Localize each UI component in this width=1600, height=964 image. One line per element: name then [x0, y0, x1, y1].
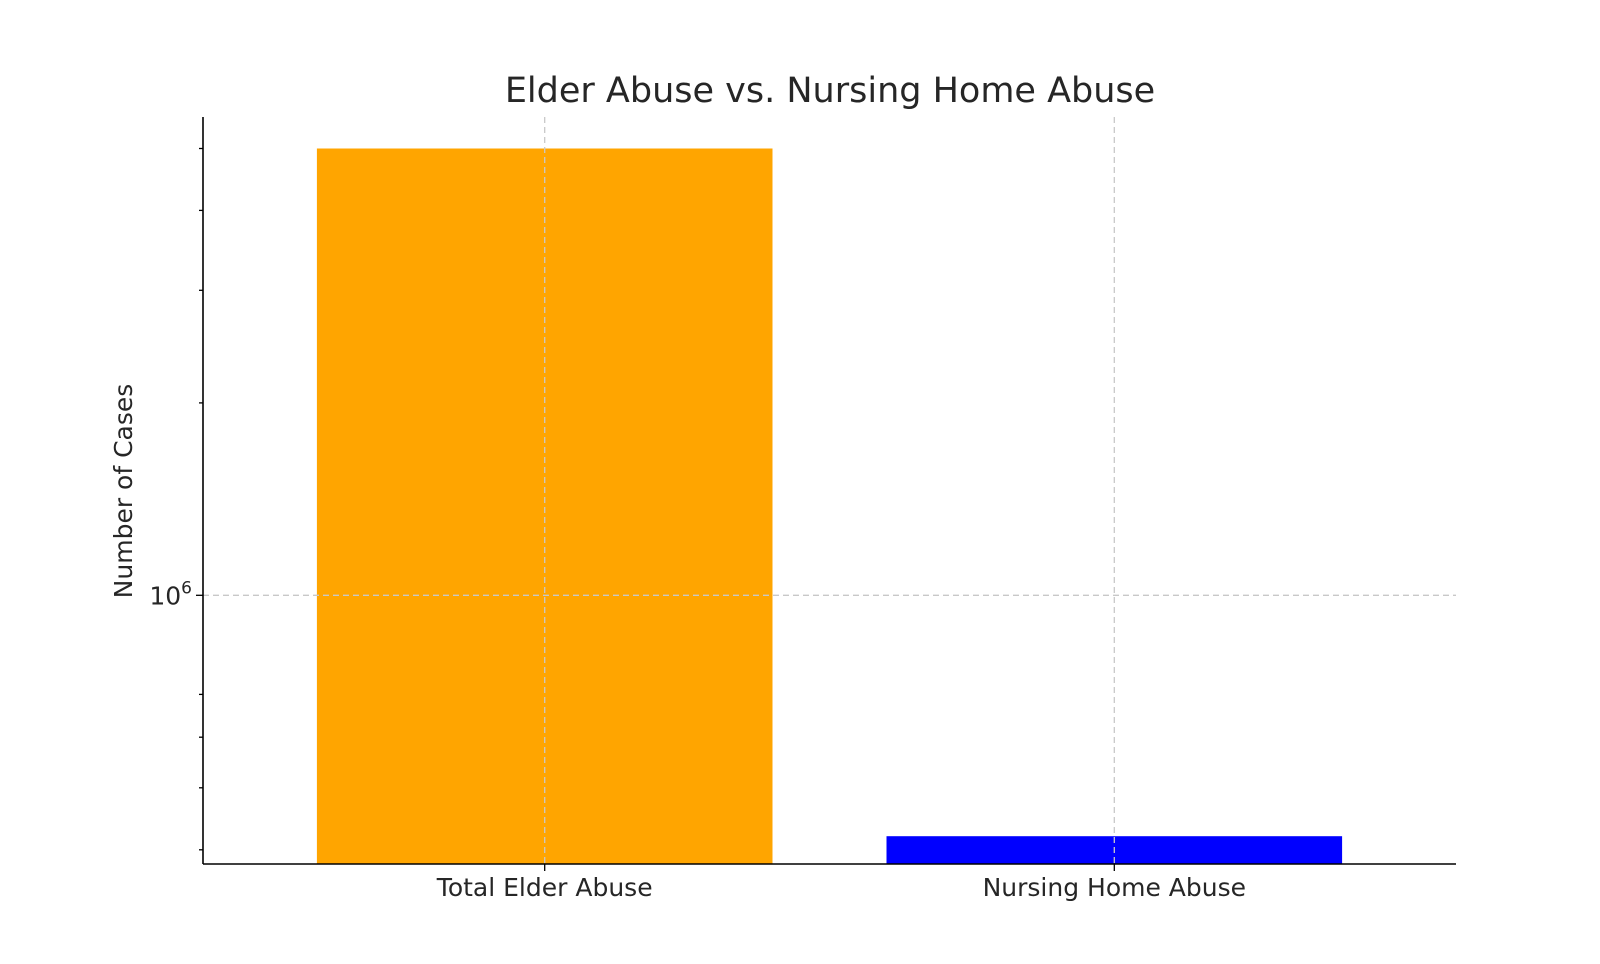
y-tick-label: 106 — [149, 578, 192, 610]
y-axis-label: Number of Cases — [109, 384, 138, 599]
ticks-layer: Total Elder Abuse Nursing Home Abuse 106 — [149, 147, 1246, 902]
x-tick-label: Nursing Home Abuse — [983, 873, 1246, 902]
bars-layer — [316, 148, 1343, 864]
bar-0 — [316, 148, 773, 864]
grid-layer — [203, 117, 1456, 864]
x-tick-label: Total Elder Abuse — [436, 873, 653, 902]
chart-title: Elder Abuse vs. Nursing Home Abuse — [505, 71, 1155, 111]
axes-layer — [202, 117, 1456, 865]
